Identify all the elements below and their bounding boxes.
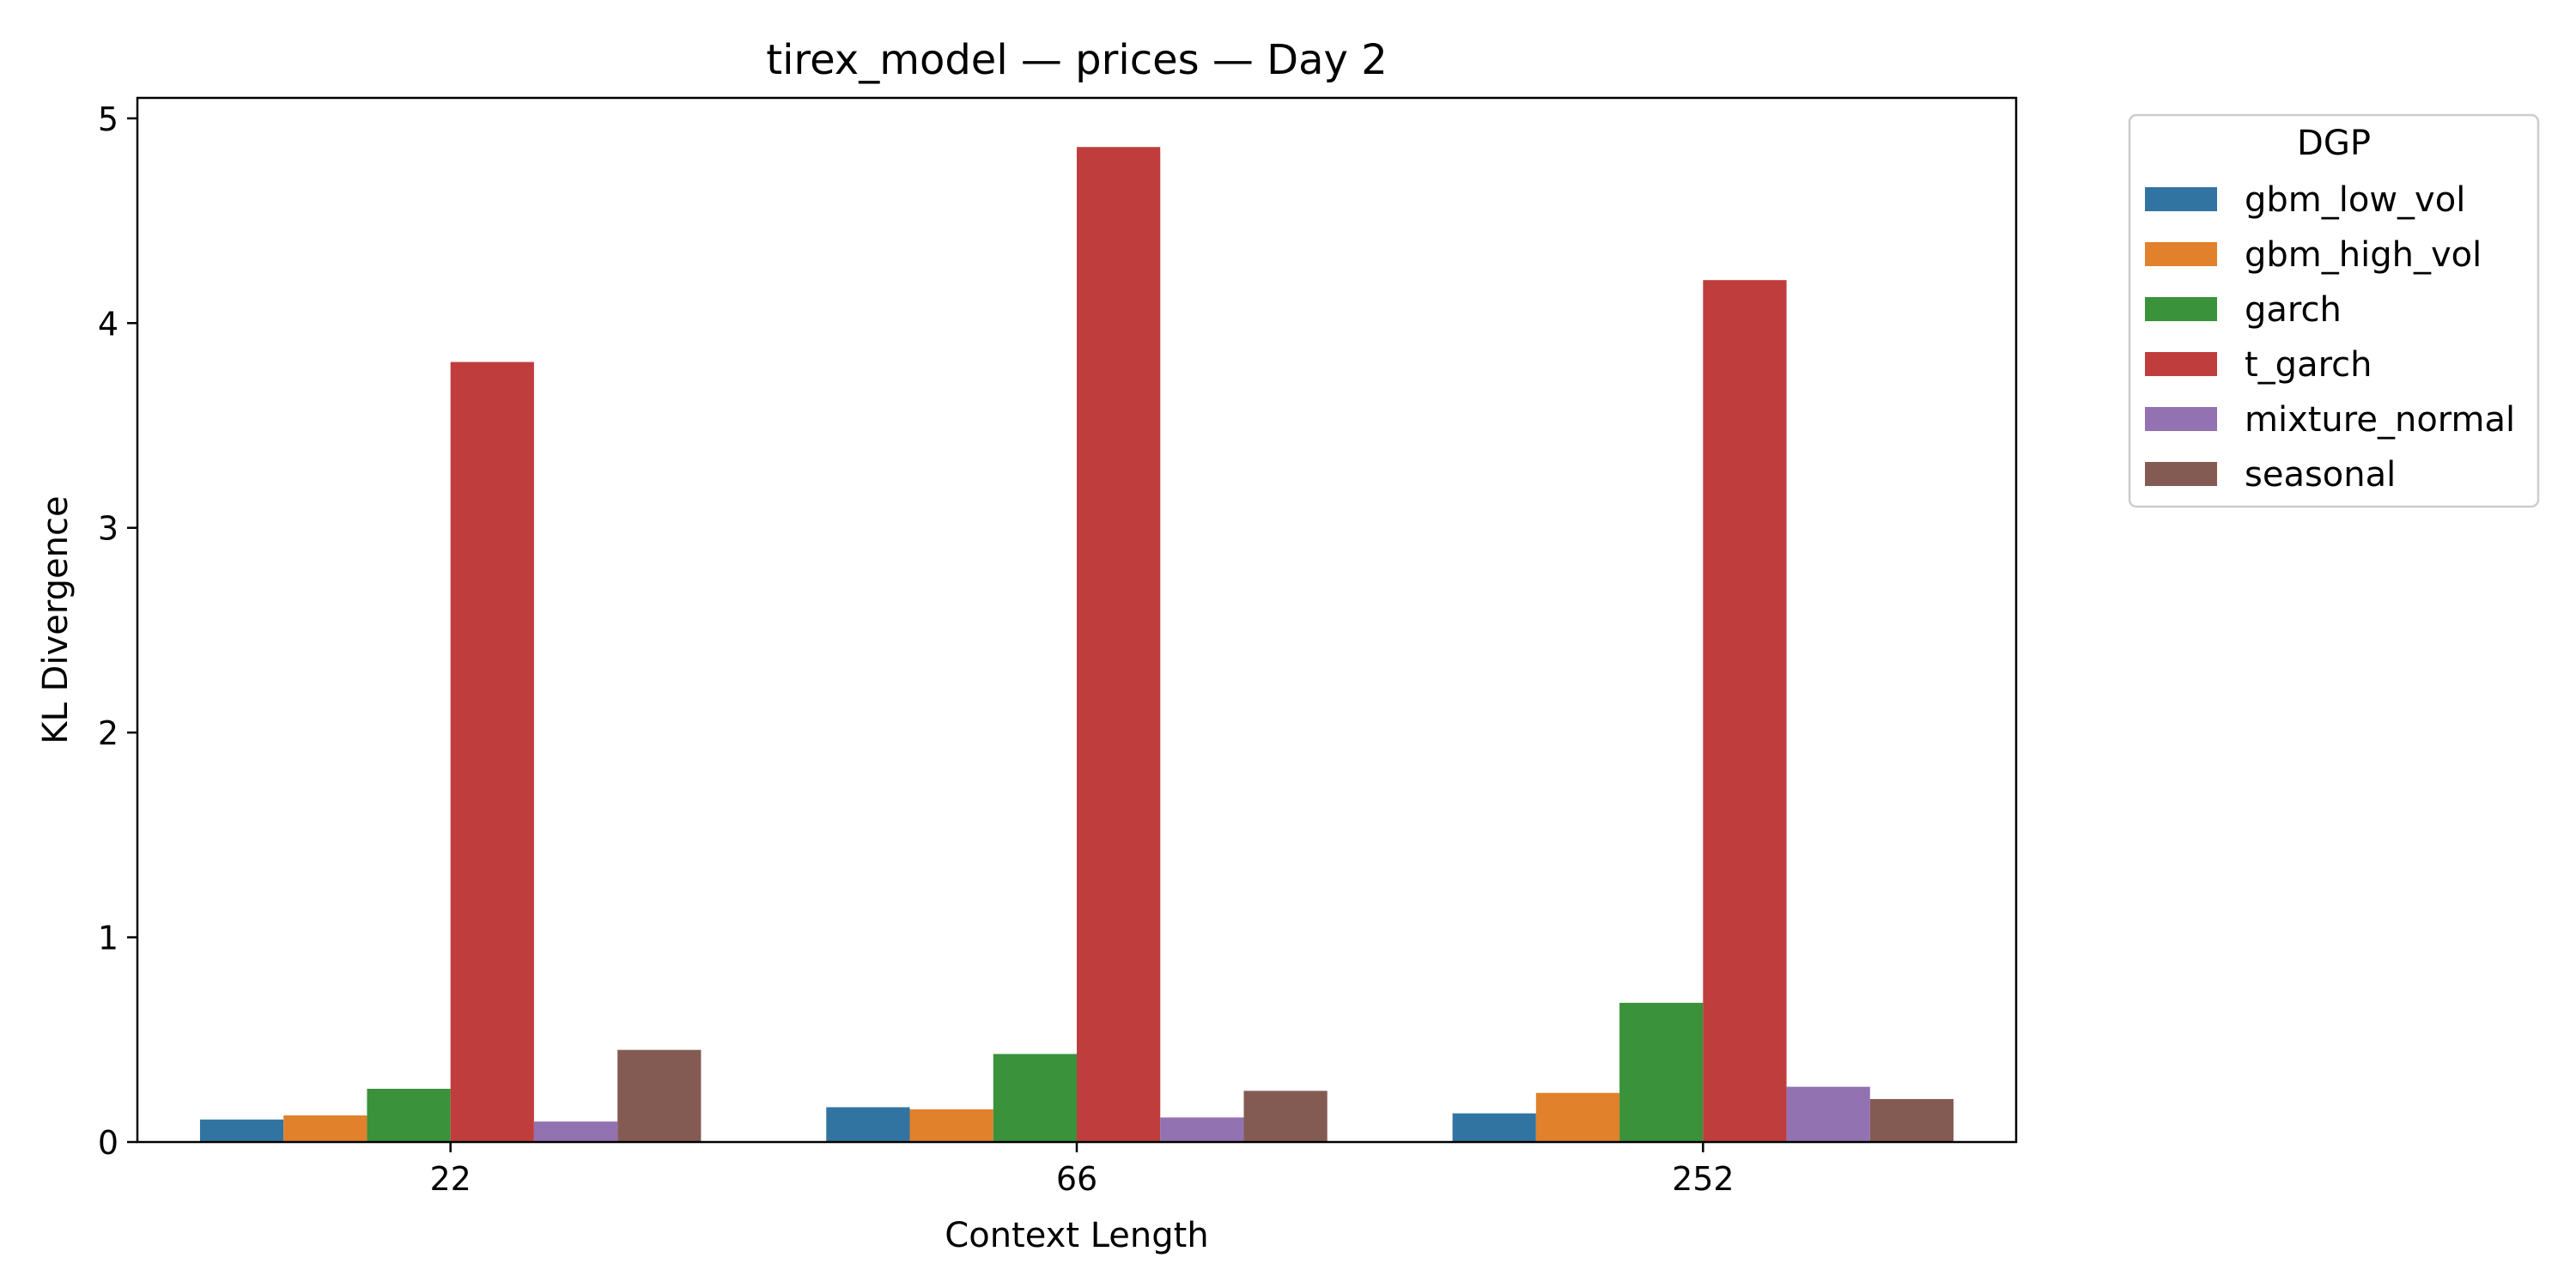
y-tick-label: 3 xyxy=(98,510,118,548)
x-axis-label: Context Length xyxy=(945,1216,1208,1255)
bar-garch-252 xyxy=(1619,1002,1704,1142)
bar-t_garch-22 xyxy=(450,361,534,1142)
bar-garch-66 xyxy=(993,1054,1077,1142)
y-axis-ticks: 0 1 2 3 4 5 xyxy=(98,100,137,1162)
legend-swatch-t_garch xyxy=(2145,352,2217,376)
bar-t_garch-66 xyxy=(1077,147,1161,1143)
bars-group xyxy=(199,147,1954,1143)
legend-swatch-mixture_normal xyxy=(2145,407,2217,431)
legend-title: DGP xyxy=(2297,124,2371,163)
legend-frame xyxy=(2128,113,2540,508)
y-tick-label: 5 xyxy=(98,100,118,138)
legend-swatch-gbm_low_vol xyxy=(2145,187,2217,211)
x-tick-label: 22 xyxy=(429,1160,471,1198)
legend-label-garch: garch xyxy=(2245,290,2342,330)
bar-seasonal-66 xyxy=(1243,1091,1327,1142)
bar-mixture_normal-66 xyxy=(1160,1117,1244,1142)
legend-swatch-seasonal xyxy=(2145,462,2217,486)
plot-area-frame xyxy=(136,96,2018,1144)
chart-title: tirex_model — prices — Day 2 xyxy=(766,36,1387,84)
legend-label-seasonal: seasonal xyxy=(2245,455,2396,495)
legend-swatch-garch xyxy=(2145,297,2217,321)
x-axis-ticks: 22 66 252 xyxy=(429,1142,1735,1198)
bar-gbm_high_vol-22 xyxy=(283,1115,368,1142)
legend-swatch-gbm_high_vol xyxy=(2145,242,2217,266)
bar-t_garch-252 xyxy=(1703,280,1787,1142)
bar-gbm_low_vol-252 xyxy=(1452,1113,1536,1142)
bar-seasonal-252 xyxy=(1869,1098,1954,1142)
bar-seasonal-22 xyxy=(617,1049,702,1142)
y-axis-label: KL Divergence xyxy=(36,495,76,744)
legend-label-mixture_normal: mixture_normal xyxy=(2245,400,2515,440)
bar-gbm_high_vol-66 xyxy=(909,1109,993,1142)
y-tick-label: 0 xyxy=(98,1124,118,1162)
bar-gbm_high_vol-252 xyxy=(1535,1092,1620,1142)
bar-mixture_normal-22 xyxy=(533,1121,618,1142)
bar-garch-22 xyxy=(367,1089,451,1142)
y-tick-label: 2 xyxy=(98,714,118,752)
bar-gbm_low_vol-66 xyxy=(826,1107,910,1142)
legend-label-gbm_low_vol: gbm_low_vol xyxy=(2245,180,2465,220)
bar-mixture_normal-252 xyxy=(1786,1086,1870,1142)
bar-gbm_low_vol-22 xyxy=(199,1119,284,1142)
legend-label-t_garch: t_garch xyxy=(2245,345,2372,385)
y-tick-label: 1 xyxy=(98,920,118,957)
legend-label-gbm_high_vol: gbm_high_vol xyxy=(2245,235,2482,275)
x-tick-label: 252 xyxy=(1672,1160,1735,1198)
y-tick-label: 4 xyxy=(98,305,118,343)
x-tick-label: 66 xyxy=(1056,1160,1097,1198)
